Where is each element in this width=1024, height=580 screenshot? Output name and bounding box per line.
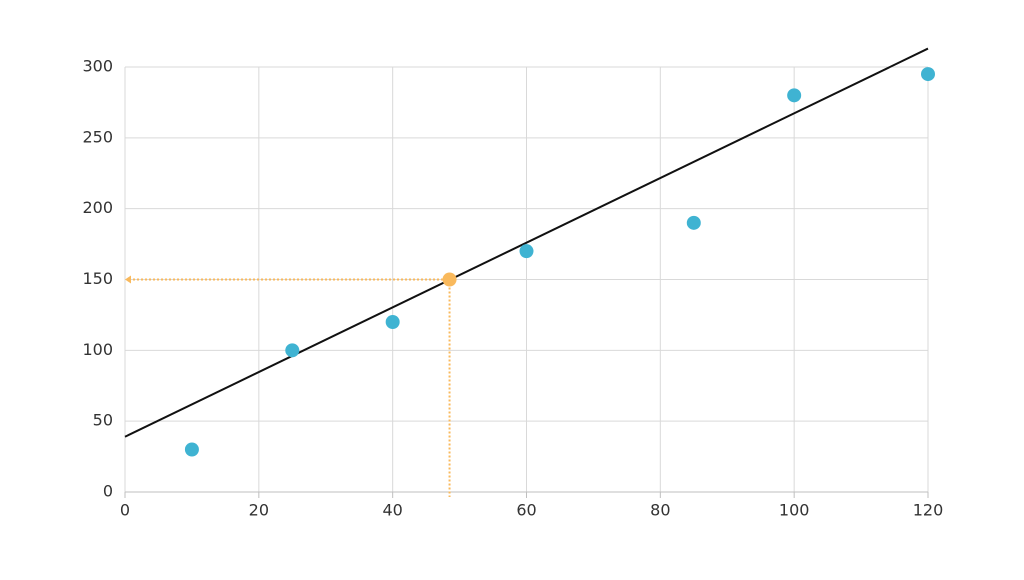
y-tick-label: 300 — [82, 57, 113, 76]
y-tick-label: 0 — [103, 482, 113, 501]
data-point — [385, 315, 400, 329]
y-tick-label: 100 — [82, 340, 113, 359]
data-point — [184, 442, 199, 457]
highlight-point — [442, 272, 457, 287]
y-tick-label: 200 — [82, 198, 113, 217]
y-tick-label: 250 — [82, 127, 113, 146]
trend-line — [124, 47, 929, 438]
x-tick-label: 40 — [382, 501, 402, 520]
data-point — [787, 88, 802, 103]
y-tick-label: 150 — [82, 269, 113, 288]
data-point — [686, 215, 701, 230]
data-point — [921, 67, 935, 82]
guide-arrow — [125, 275, 131, 284]
data-point — [285, 343, 300, 358]
y-tick-label: 50 — [93, 411, 113, 430]
x-tick-label: 0 — [120, 501, 130, 520]
x-tick-label: 120 — [913, 501, 944, 520]
data-point — [519, 244, 534, 259]
x-tick-label: 20 — [249, 501, 269, 520]
x-tick-label: 80 — [650, 501, 670, 520]
x-tick-label: 100 — [779, 501, 810, 520]
x-tick-label: 60 — [516, 501, 536, 520]
